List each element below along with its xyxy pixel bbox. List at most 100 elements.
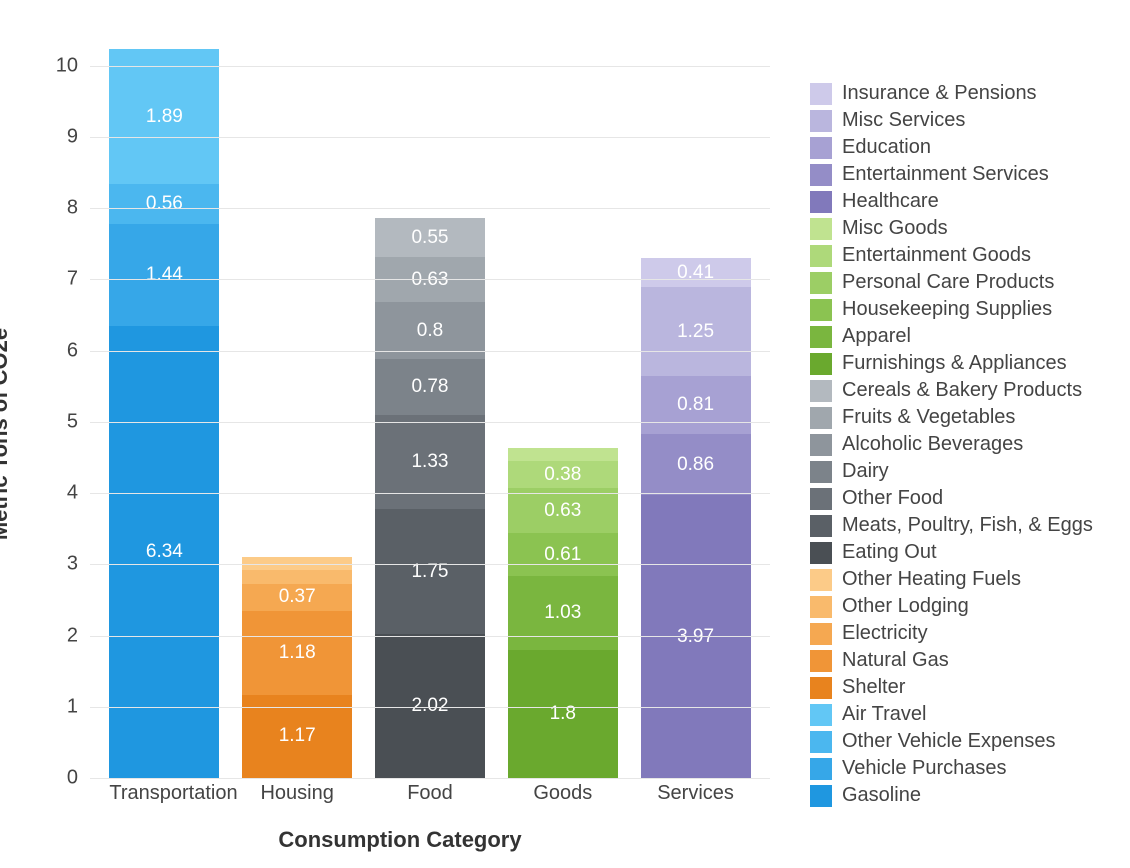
bar-segment: 0.63: [508, 488, 618, 533]
y-tick-label: 0: [67, 767, 90, 790]
x-tick-label: Transportation: [109, 782, 219, 805]
legend-label: Personal Care Products: [842, 271, 1054, 294]
gridline: [90, 778, 770, 779]
x-tick-label: Housing: [242, 782, 352, 805]
legend-label: Misc Services: [842, 109, 965, 132]
legend-item: Other Heating Fuels: [810, 566, 1120, 593]
bars-wrapper: 6.341.440.561.891.171.180.372.021.751.33…: [90, 30, 770, 778]
bar-segment: 0.78: [375, 359, 485, 415]
x-tick-label: Services: [641, 782, 751, 805]
legend-item: Healthcare: [810, 188, 1120, 215]
gridline: [90, 707, 770, 708]
legend-swatch: [810, 515, 832, 537]
bar-segment: 0.56: [109, 184, 219, 224]
y-tick-label: 8: [67, 197, 90, 220]
legend-swatch: [810, 731, 832, 753]
y-tick-label: 1: [67, 695, 90, 718]
bar-segment: [508, 448, 618, 461]
legend-swatch: [810, 380, 832, 402]
legend-label: Shelter: [842, 676, 905, 699]
bar-segment: 0.61: [508, 533, 618, 576]
legend-item: Meats, Poultry, Fish, & Eggs: [810, 512, 1120, 539]
legend-item: Other Vehicle Expenses: [810, 728, 1120, 755]
legend-label: Healthcare: [842, 190, 939, 213]
legend-swatch: [810, 164, 832, 186]
legend-item: Air Travel: [810, 701, 1120, 728]
legend-item: Other Food: [810, 485, 1120, 512]
legend-swatch: [810, 596, 832, 618]
bar-segment: 0.55: [375, 218, 485, 257]
legend-swatch: [810, 677, 832, 699]
legend-label: Vehicle Purchases: [842, 757, 1007, 780]
legend-item: Furnishings & Appliances: [810, 350, 1120, 377]
legend-item: Alcoholic Beverages: [810, 431, 1120, 458]
legend-swatch: [810, 434, 832, 456]
legend-item: Other Lodging: [810, 593, 1120, 620]
bar-group: 6.341.440.561.89: [109, 49, 219, 778]
x-tick-label: Goods: [508, 782, 618, 805]
legend: Insurance & PensionsMisc ServicesEducati…: [790, 20, 1120, 848]
legend-item: Eating Out: [810, 539, 1120, 566]
legend-item: Gasoline: [810, 782, 1120, 809]
legend-label: Misc Goods: [842, 217, 948, 240]
bar-segment: 0.38: [508, 461, 618, 488]
bar-group: 1.171.180.37: [242, 557, 352, 778]
gridline: [90, 351, 770, 352]
chart-area: Metric Tons of CO2e 6.341.440.561.891.17…: [10, 20, 790, 848]
bar-group: 1.81.030.610.630.38: [508, 448, 618, 778]
legend-swatch: [810, 191, 832, 213]
legend-swatch: [810, 83, 832, 105]
legend-swatch: [810, 758, 832, 780]
legend-label: Cereals & Bakery Products: [842, 379, 1082, 402]
legend-label: Air Travel: [842, 703, 926, 726]
bar-segment: 6.34: [109, 326, 219, 778]
legend-label: Other Vehicle Expenses: [842, 730, 1055, 753]
legend-label: Other Heating Fuels: [842, 568, 1021, 591]
legend-item: Education: [810, 134, 1120, 161]
bar-segment: 1.18: [242, 611, 352, 695]
legend-label: Eating Out: [842, 541, 937, 564]
legend-label: Entertainment Goods: [842, 244, 1031, 267]
legend-swatch: [810, 326, 832, 348]
legend-swatch: [810, 137, 832, 159]
y-tick-label: 10: [56, 54, 90, 77]
bar-segment: 0.41: [641, 258, 751, 287]
bar-group: 2.021.751.330.780.80.630.55: [375, 218, 485, 778]
legend-label: Dairy: [842, 460, 889, 483]
plot-region: 6.341.440.561.891.171.180.372.021.751.33…: [90, 30, 770, 778]
legend-item: Personal Care Products: [810, 269, 1120, 296]
bar-segment: 0.37: [242, 584, 352, 610]
bar-segment: 1.44: [109, 224, 219, 327]
gridline: [90, 208, 770, 209]
legend-label: Other Food: [842, 487, 943, 510]
y-axis-label: Metric Tons of CO2e: [0, 328, 13, 540]
legend-swatch: [810, 542, 832, 564]
legend-swatch: [810, 488, 832, 510]
legend-item: Apparel: [810, 323, 1120, 350]
legend-item: Misc Services: [810, 107, 1120, 134]
legend-swatch: [810, 569, 832, 591]
x-ticks: Transportation Housing Food Goods Services: [90, 782, 770, 805]
y-tick-label: 3: [67, 553, 90, 576]
legend-label: Meats, Poultry, Fish, & Eggs: [842, 514, 1093, 537]
bar-group: 3.970.860.811.250.41: [641, 258, 751, 778]
bar-segment: 1.33: [375, 415, 485, 510]
legend-label: Apparel: [842, 325, 911, 348]
legend-swatch: [810, 785, 832, 807]
y-tick-label: 6: [67, 339, 90, 362]
legend-item: Dairy: [810, 458, 1120, 485]
y-tick-label: 2: [67, 624, 90, 647]
legend-label: Electricity: [842, 622, 928, 645]
legend-swatch: [810, 245, 832, 267]
legend-item: Entertainment Goods: [810, 242, 1120, 269]
legend-swatch: [810, 218, 832, 240]
legend-label: Furnishings & Appliances: [842, 352, 1067, 375]
gridline: [90, 66, 770, 67]
legend-label: Entertainment Services: [842, 163, 1049, 186]
x-tick-label: Food: [375, 782, 485, 805]
y-tick-label: 9: [67, 125, 90, 148]
legend-swatch: [810, 623, 832, 645]
legend-item: Vehicle Purchases: [810, 755, 1120, 782]
gridline: [90, 422, 770, 423]
gridline: [90, 564, 770, 565]
